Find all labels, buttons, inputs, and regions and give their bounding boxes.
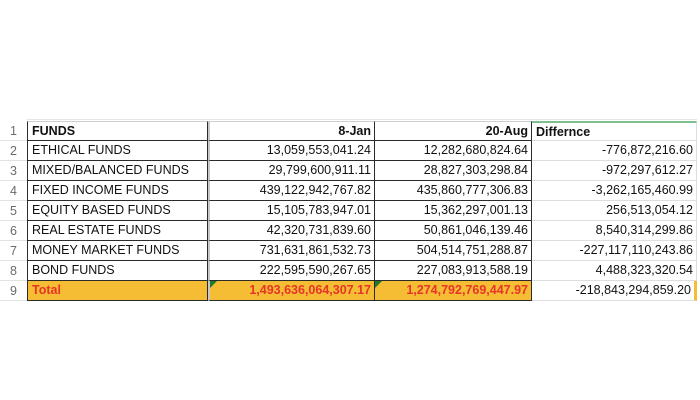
difference-cell[interactable]: -972,297,612.27 <box>532 161 697 181</box>
jan-value-cell[interactable]: 15,105,783,947.01 <box>208 201 375 221</box>
fund-name-cell[interactable]: MONEY MARKET FUNDS <box>27 241 208 261</box>
fund-name-cell[interactable]: REAL ESTATE FUNDS <box>27 221 208 241</box>
sheet-top-gridline <box>27 119 697 120</box>
table-row: 2 ETHICAL FUNDS 13,059,553,041.24 12,282… <box>0 141 700 161</box>
aug-value-cell[interactable]: 15,362,297,001.13 <box>375 201 532 221</box>
table-header-row: 1 FUNDS 8-Jan 20-Aug Differnce <box>0 121 700 141</box>
aug-value-cell[interactable]: 12,282,680,824.64 <box>375 141 532 161</box>
row-number[interactable]: 7 <box>0 241 27 261</box>
difference-cell[interactable]: 8,540,314,299.86 <box>532 221 697 241</box>
fund-name-cell[interactable]: BOND FUNDS <box>27 261 208 281</box>
total-aug-cell[interactable]: 1,274,792,769,447.97 <box>375 281 532 301</box>
difference-cell[interactable]: -3,262,165,460.99 <box>532 181 697 201</box>
fund-name-cell[interactable]: MIXED/BALANCED FUNDS <box>27 161 208 181</box>
row-number[interactable]: 2 <box>0 141 27 161</box>
total-difference-cell[interactable]: -218,843,294,859.20 <box>532 281 697 301</box>
header-20-aug[interactable]: 20-Aug <box>375 121 532 141</box>
error-flag-icon <box>210 281 217 288</box>
row-number[interactable]: 1 <box>0 121 27 141</box>
header-difference[interactable]: Differnce <box>532 121 697 141</box>
table-row: 5 EQUITY BASED FUNDS 15,105,783,947.01 1… <box>0 201 700 221</box>
row-number[interactable]: 8 <box>0 261 27 281</box>
jan-value-cell[interactable]: 222,595,590,267.65 <box>208 261 375 281</box>
header-funds[interactable]: FUNDS <box>27 121 208 141</box>
table-row: 3 MIXED/BALANCED FUNDS 29,799,600,911.11… <box>0 161 700 181</box>
aug-value-cell[interactable]: 435,860,777,306.83 <box>375 181 532 201</box>
spreadsheet-grid: 1 FUNDS 8-Jan 20-Aug Differnce 2 ETHICAL… <box>0 121 700 301</box>
jan-value-cell[interactable]: 42,320,731,839.60 <box>208 221 375 241</box>
header-8-jan[interactable]: 8-Jan <box>208 121 375 141</box>
row-number[interactable]: 9 <box>0 281 27 301</box>
jan-value-cell[interactable]: 439,122,942,767.82 <box>208 181 375 201</box>
table-row: 7 MONEY MARKET FUNDS 731,631,861,532.73 … <box>0 241 700 261</box>
table-row: 6 REAL ESTATE FUNDS 42,320,731,839.60 50… <box>0 221 700 241</box>
total-row: 9 Total 1,493,636,064,307.17 1,274,792,7… <box>0 281 700 301</box>
difference-cell[interactable]: -227,117,110,243.86 <box>532 241 697 261</box>
error-flag-icon <box>375 281 382 288</box>
row-number[interactable]: 4 <box>0 181 27 201</box>
fund-name-cell[interactable]: FIXED INCOME FUNDS <box>27 181 208 201</box>
fund-name-cell[interactable]: EQUITY BASED FUNDS <box>27 201 208 221</box>
jan-value-cell[interactable]: 731,631,861,532.73 <box>208 241 375 261</box>
total-label-cell[interactable]: Total <box>27 281 208 301</box>
aug-value-cell[interactable]: 50,861,046,139.46 <box>375 221 532 241</box>
total-jan-value: 1,493,636,064,307.17 <box>249 283 371 297</box>
aug-value-cell[interactable]: 28,827,303,298.84 <box>375 161 532 181</box>
jan-value-cell[interactable]: 13,059,553,041.24 <box>208 141 375 161</box>
total-jan-cell[interactable]: 1,493,636,064,307.17 <box>208 281 375 301</box>
table-row: 8 BOND FUNDS 222,595,590,267.65 227,083,… <box>0 261 700 281</box>
difference-cell[interactable]: 4,488,323,320.54 <box>532 261 697 281</box>
difference-cell[interactable]: -776,872,216.60 <box>532 141 697 161</box>
aug-value-cell[interactable]: 504,514,751,288.87 <box>375 241 532 261</box>
fund-name-cell[interactable]: ETHICAL FUNDS <box>27 141 208 161</box>
aug-value-cell[interactable]: 227,083,913,588.19 <box>375 261 532 281</box>
jan-value-cell[interactable]: 29,799,600,911.11 <box>208 161 375 181</box>
total-aug-value: 1,274,792,769,447.97 <box>406 283 528 297</box>
row-number[interactable]: 3 <box>0 161 27 181</box>
row-number[interactable]: 5 <box>0 201 27 221</box>
table-row: 4 FIXED INCOME FUNDS 439,122,942,767.82 … <box>0 181 700 201</box>
difference-cell[interactable]: 256,513,054.12 <box>532 201 697 221</box>
row-number[interactable]: 6 <box>0 221 27 241</box>
